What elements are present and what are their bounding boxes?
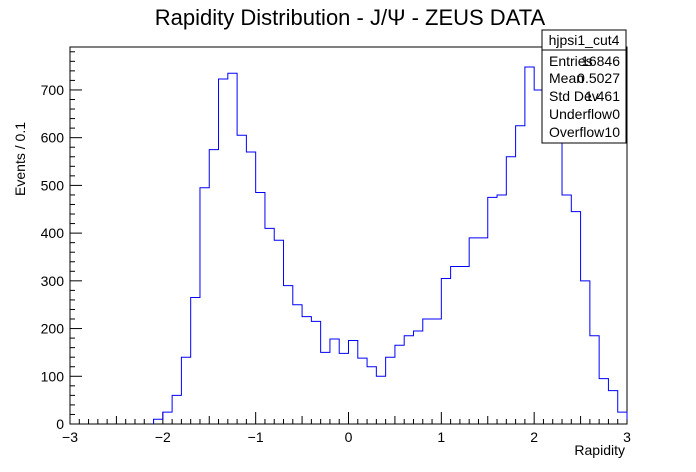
stats-std-dev-label: Std Dev <box>549 88 599 104</box>
x-tick-label: 3 <box>623 429 631 445</box>
stats-box: hjpsi1_cut4 Entries 16846 Mean 0.5027 St… <box>541 29 627 144</box>
stats-std-dev-value: 1.461 <box>585 88 620 104</box>
stats-underflow-value: 0 <box>612 106 620 122</box>
stats-box-title: hjpsi1_cut4 <box>549 32 620 48</box>
chart-title: Rapidity Distribution - J/Ψ - ZEUS DATA <box>155 5 546 30</box>
y-tick-label: 100 <box>41 368 65 384</box>
x-tick-label: 0 <box>345 429 353 445</box>
y-tick-label: 400 <box>41 225 65 241</box>
stats-mean-label: Mean <box>549 70 584 86</box>
y-tick-label: 300 <box>41 273 65 289</box>
stats-overflow-label: Overflow <box>549 124 605 140</box>
stats-mean-value: 0.5027 <box>577 70 620 86</box>
y-tick-label: 0 <box>56 416 64 432</box>
x-tick-label: 1 <box>437 429 445 445</box>
y-tick-label: 700 <box>41 82 65 98</box>
stats-overflow-value: 10 <box>604 124 620 140</box>
stats-underflow-label: Underflow <box>549 106 613 122</box>
x-tick-label: 2 <box>530 429 538 445</box>
stats-entries-value: 16846 <box>581 53 620 69</box>
y-tick-label: 600 <box>41 130 65 146</box>
x-axis-title: Rapidity <box>574 442 625 458</box>
y-axis: 0 100 200 300 400 500 600 700 <box>41 51 82 432</box>
y-tick-label: 500 <box>41 177 65 193</box>
x-tick-label: −3 <box>62 429 78 445</box>
x-axis: −3 −2 −1 0 1 2 3 <box>62 412 631 445</box>
stats-box-frame <box>541 29 627 144</box>
y-tick-label: 200 <box>41 321 65 337</box>
x-tick-label: −1 <box>248 429 264 445</box>
stats-entries-label: Entries <box>549 53 593 69</box>
y-axis-title: Events / 0.1 <box>12 122 28 196</box>
x-tick-label: −2 <box>155 429 171 445</box>
